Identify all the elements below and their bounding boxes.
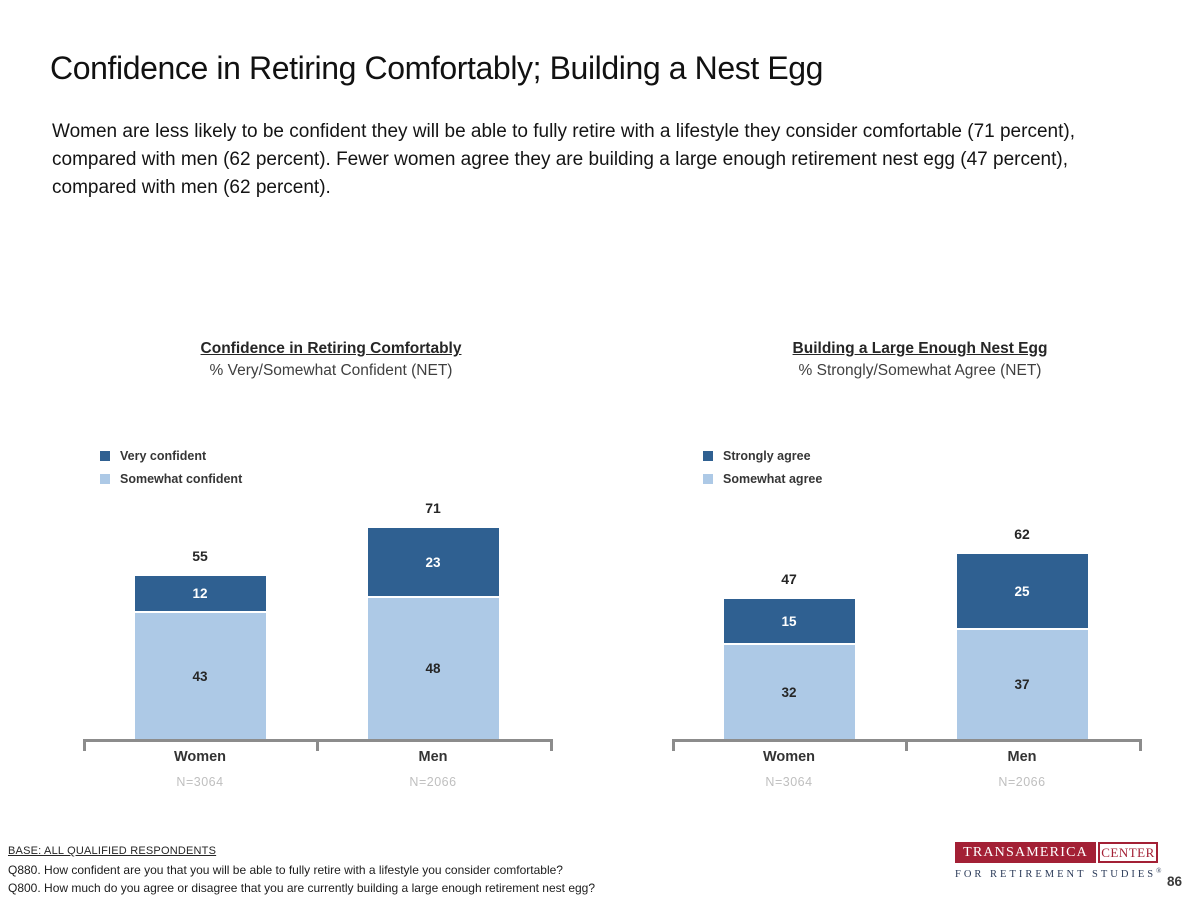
- intro-text: Women are less likely to be confident th…: [52, 121, 1075, 198]
- question-q800: Q800. How much do you agree or disagree …: [8, 881, 596, 895]
- category-label: Men: [418, 749, 448, 765]
- bar-segment-top: 12: [134, 576, 266, 611]
- chart-confidence-retiring: Confidence in Retiring Comfortably % Ver…: [83, 330, 553, 805]
- bar-segment-bottom: 48: [367, 598, 499, 739]
- axis-tick: [905, 739, 908, 751]
- bar-segment-top: 25: [956, 554, 1088, 628]
- chart-subtitle: % Strongly/Somewhat Agree (NET): [798, 362, 1042, 379]
- legend-label: Somewhat agree: [723, 471, 823, 486]
- page-title: Confidence in Retiring Comfortably; Buil…: [50, 50, 824, 86]
- legend-label: Somewhat confident: [120, 471, 243, 486]
- transamerica-logo: TRANSAMERICA CENTER FOR RETIREMENT STUDI…: [955, 842, 1162, 880]
- axis-tick: [550, 739, 553, 751]
- registered-mark-icon: ®: [1156, 867, 1162, 875]
- legend-swatch-dark-icon: [100, 450, 110, 461]
- logo-wordmark: TRANSAMERICA CENTER: [955, 842, 1158, 863]
- legend-swatch-light-icon: [100, 473, 110, 484]
- base-note: BASE: ALL QUALIFIED RESPONDENTS: [8, 845, 217, 857]
- legend: Very confident Somewhat confident: [100, 444, 242, 490]
- bar-segment-bottom: 37: [956, 630, 1088, 739]
- legend-label: Very confident: [120, 448, 207, 463]
- logo-tagline: FOR RETIREMENT STUDIES®: [955, 867, 1162, 880]
- chart-nest-egg: Building a Large Enough Nest Egg % Stron…: [672, 330, 1142, 805]
- category-label: Men: [1007, 749, 1037, 765]
- x-axis: [672, 739, 1142, 751]
- plot-area: 15 32 47 Women N=3064 25 37 62 Men N=2066: [672, 330, 1142, 805]
- sample-size-label: N=3064: [176, 775, 224, 789]
- bar-segment-top: 15: [723, 599, 855, 643]
- legend-label: Strongly agree: [723, 448, 811, 463]
- chart-title: Confidence in Retiring Comfortably: [200, 340, 462, 357]
- sample-size-label: N=3064: [765, 775, 813, 789]
- legend-swatch-dark-icon: [703, 450, 713, 461]
- category-label: Women: [173, 749, 227, 765]
- question-q880: Q880. How confident are you that you wil…: [8, 863, 563, 877]
- bar-total-label: 71: [425, 500, 441, 516]
- legend-item: Strongly agree: [703, 444, 822, 467]
- bar-segment-bottom: 32: [723, 645, 855, 739]
- logo-tagline-text: FOR RETIREMENT STUDIES: [955, 869, 1157, 880]
- bar-total-label: 47: [781, 571, 797, 587]
- chart-title: Building a Large Enough Nest Egg: [792, 340, 1048, 357]
- axis-tick: [672, 739, 675, 751]
- bar-segment-top: 23: [367, 528, 499, 596]
- category-label: Women: [762, 749, 816, 765]
- axis-tick: [316, 739, 319, 751]
- logo-center-box: CENTER: [1098, 842, 1158, 863]
- legend-item: Somewhat agree: [703, 467, 822, 490]
- axis-tick: [83, 739, 86, 751]
- x-axis: [83, 739, 553, 751]
- plot-area: 12 43 55 Women N=3064 23 48 71 Men N=2066: [83, 330, 553, 805]
- axis-tick: [1139, 739, 1142, 751]
- chart-subtitle: % Very/Somewhat Confident (NET): [209, 362, 453, 379]
- page-number: 86: [1167, 874, 1183, 889]
- chart-header: Confidence in Retiring Comfortably % Ver…: [96, 338, 566, 383]
- sample-size-label: N=2066: [409, 775, 457, 789]
- sample-size-label: N=2066: [998, 775, 1046, 789]
- bar-segment-bottom: 43: [134, 613, 266, 739]
- legend-item: Somewhat confident: [100, 467, 242, 490]
- bar-total-label: 55: [192, 548, 208, 564]
- bar-total-label: 62: [1014, 526, 1030, 542]
- logo-brand-text: TRANSAMERICA: [955, 842, 1096, 863]
- chart-header: Building a Large Enough Nest Egg % Stron…: [685, 338, 1155, 383]
- legend: Strongly agree Somewhat agree: [703, 444, 822, 490]
- legend-swatch-light-icon: [703, 473, 713, 484]
- legend-item: Very confident: [100, 444, 242, 467]
